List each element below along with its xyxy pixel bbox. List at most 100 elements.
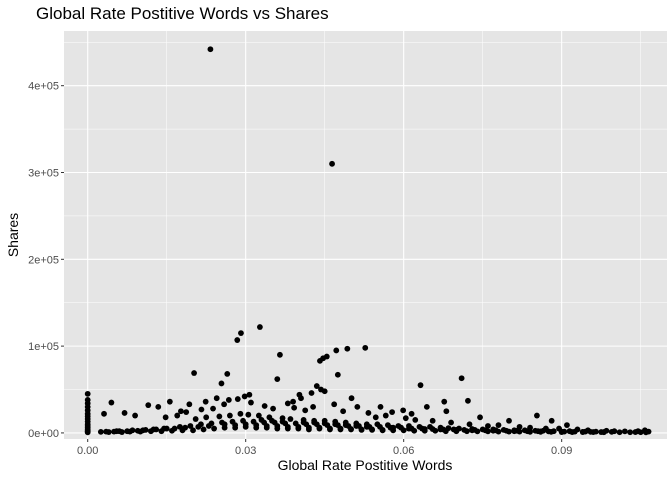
data-point xyxy=(333,347,340,354)
data-point xyxy=(600,429,607,435)
data-point xyxy=(234,337,241,343)
x-tick-label: 0.00 xyxy=(77,445,98,457)
data-point xyxy=(263,423,270,429)
data-point xyxy=(429,417,436,424)
data-point xyxy=(176,423,183,430)
data-point xyxy=(132,412,139,419)
data-point xyxy=(269,417,275,424)
data-point xyxy=(274,376,281,382)
data-point xyxy=(277,351,283,358)
data-point xyxy=(305,424,312,431)
data-point xyxy=(321,420,328,427)
data-point xyxy=(423,403,430,410)
data-point xyxy=(558,428,565,435)
data-point xyxy=(316,424,323,431)
data-point xyxy=(412,417,419,423)
data-point xyxy=(258,417,265,423)
x-axis-title: Global Rate Postitive Words xyxy=(278,457,453,473)
data-point xyxy=(198,406,205,413)
data-point xyxy=(182,424,189,431)
data-point xyxy=(344,345,351,352)
data-point xyxy=(490,427,497,434)
data-point xyxy=(221,421,228,428)
data-point xyxy=(166,398,173,405)
data-point xyxy=(643,429,649,436)
data-point xyxy=(261,403,268,409)
data-point xyxy=(382,412,389,419)
data-point xyxy=(171,425,178,432)
data-point xyxy=(308,390,315,396)
data-point xyxy=(203,414,210,421)
data-point xyxy=(284,423,291,430)
data-point xyxy=(485,423,491,429)
y-tick-label: 2e+05 xyxy=(28,254,59,266)
data-point xyxy=(377,403,384,410)
data-point xyxy=(216,413,223,420)
data-point xyxy=(427,423,433,430)
data-point xyxy=(453,426,460,433)
data-point xyxy=(237,410,244,417)
data-point xyxy=(550,428,557,435)
data-point xyxy=(298,395,304,402)
data-point xyxy=(226,412,233,419)
data-point xyxy=(342,422,349,429)
data-point xyxy=(202,398,209,405)
data-point xyxy=(637,429,644,436)
data-point xyxy=(495,422,502,429)
data-point xyxy=(186,401,193,408)
data-point xyxy=(245,411,252,418)
data-point xyxy=(362,344,369,351)
y-tick-label: 1e+05 xyxy=(28,341,59,353)
data-point xyxy=(253,422,260,429)
data-point xyxy=(121,410,128,416)
data-point xyxy=(274,423,281,429)
data-point xyxy=(207,46,214,53)
data-point xyxy=(187,423,194,429)
data-point xyxy=(616,429,623,436)
data-point xyxy=(84,429,91,436)
data-point xyxy=(627,429,634,436)
data-point xyxy=(225,397,232,403)
data-point xyxy=(327,425,333,432)
data-point xyxy=(379,426,386,433)
chart-title: Global Rate Postitive Words vs Shares xyxy=(36,4,329,23)
data-point xyxy=(469,427,476,434)
major-gridlines xyxy=(64,31,667,439)
data-point xyxy=(290,398,296,405)
data-points xyxy=(84,46,652,436)
data-point xyxy=(97,428,104,435)
data-point xyxy=(313,383,320,389)
data-point xyxy=(145,402,152,409)
data-point xyxy=(213,395,220,402)
data-point xyxy=(384,422,391,429)
data-point xyxy=(284,400,291,407)
data-point xyxy=(348,426,354,432)
data-point xyxy=(593,428,599,435)
data-point xyxy=(363,423,370,430)
data-point xyxy=(340,408,347,415)
data-point xyxy=(311,419,318,426)
data-point xyxy=(124,428,131,435)
data-point xyxy=(579,428,586,435)
data-point xyxy=(408,410,415,417)
data-point xyxy=(390,424,397,431)
minor-gridlines xyxy=(64,31,667,439)
data-point xyxy=(211,425,217,432)
data-point xyxy=(571,428,578,435)
data-point xyxy=(161,425,167,432)
data-point xyxy=(421,426,428,432)
data-point xyxy=(246,391,253,398)
data-point xyxy=(310,403,316,410)
data-point xyxy=(445,425,452,432)
data-point xyxy=(461,426,468,433)
y-tick-label: 4e+05 xyxy=(28,81,59,93)
x-tick-label: 0.03 xyxy=(235,445,256,457)
data-point xyxy=(416,423,423,430)
data-point xyxy=(155,403,162,410)
data-point xyxy=(111,428,117,435)
data-point xyxy=(353,423,360,429)
y-axis-title: Shares xyxy=(5,213,21,257)
data-point xyxy=(466,421,473,428)
data-point xyxy=(337,425,344,432)
data-point xyxy=(234,396,241,402)
